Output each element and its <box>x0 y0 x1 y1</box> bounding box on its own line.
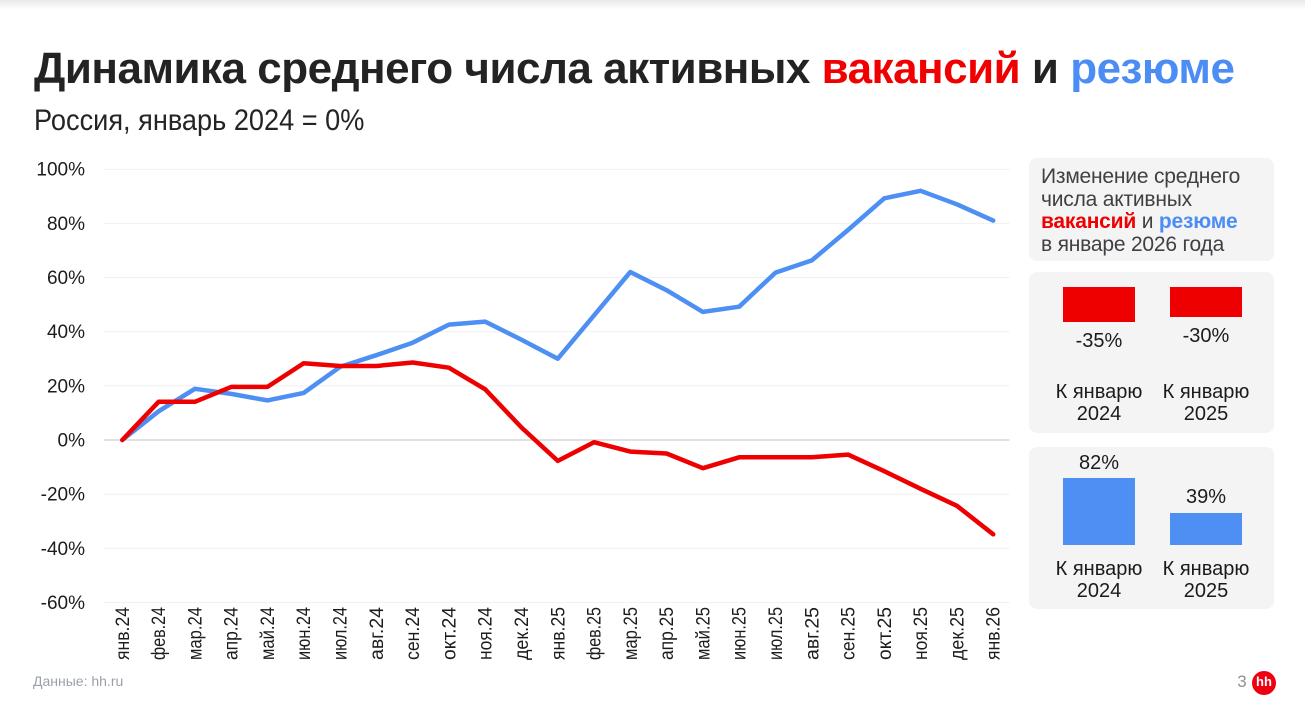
svg-text:май.25: май.25 <box>693 607 714 660</box>
svg-text:60%: 60% <box>47 268 85 289</box>
svg-text:май.24: май.24 <box>258 607 279 660</box>
svg-text:мар.24: мар.24 <box>185 607 206 660</box>
svg-text:июн.25: июн.25 <box>730 607 751 660</box>
svg-text:апр.24: апр.24 <box>222 607 243 660</box>
svg-text:фев.25: фев.25 <box>585 607 606 660</box>
svg-text:окт.24: окт.24 <box>439 607 460 660</box>
svg-text:окт.25: окт.25 <box>875 607 896 660</box>
svg-text:-60%: -60% <box>41 593 85 614</box>
svg-text:80%: 80% <box>47 214 85 235</box>
svg-text:сен.25: сен.25 <box>839 607 860 660</box>
svg-text:авг.24: авг.24 <box>367 607 388 660</box>
svg-text:-20%: -20% <box>41 485 85 506</box>
svg-text:20%: 20% <box>47 376 85 397</box>
svg-text:мар.25: мар.25 <box>621 607 642 660</box>
svg-text:дек.24: дек.24 <box>512 607 533 660</box>
svg-text:-40%: -40% <box>41 539 85 560</box>
svg-text:сен.24: сен.24 <box>403 607 424 660</box>
svg-text:100%: 100% <box>36 160 85 181</box>
svg-text:янв.25: янв.25 <box>548 607 569 660</box>
svg-text:июн.24: июн.24 <box>294 607 315 660</box>
svg-text:ноя.25: ноя.25 <box>911 607 932 660</box>
svg-text:фев.24: фев.24 <box>149 607 170 660</box>
svg-text:июл.25: июл.25 <box>766 607 787 660</box>
svg-text:июл.24: июл.24 <box>331 607 352 660</box>
svg-text:янв.24: янв.24 <box>113 607 134 660</box>
svg-text:янв.26: янв.26 <box>984 607 1005 660</box>
svg-text:40%: 40% <box>47 322 85 343</box>
svg-text:дек.25: дек.25 <box>947 607 968 660</box>
svg-text:апр.25: апр.25 <box>657 607 678 660</box>
svg-text:ноя.24: ноя.24 <box>476 607 497 660</box>
svg-text:авг.25: авг.25 <box>802 607 823 660</box>
svg-text:0%: 0% <box>58 431 86 452</box>
